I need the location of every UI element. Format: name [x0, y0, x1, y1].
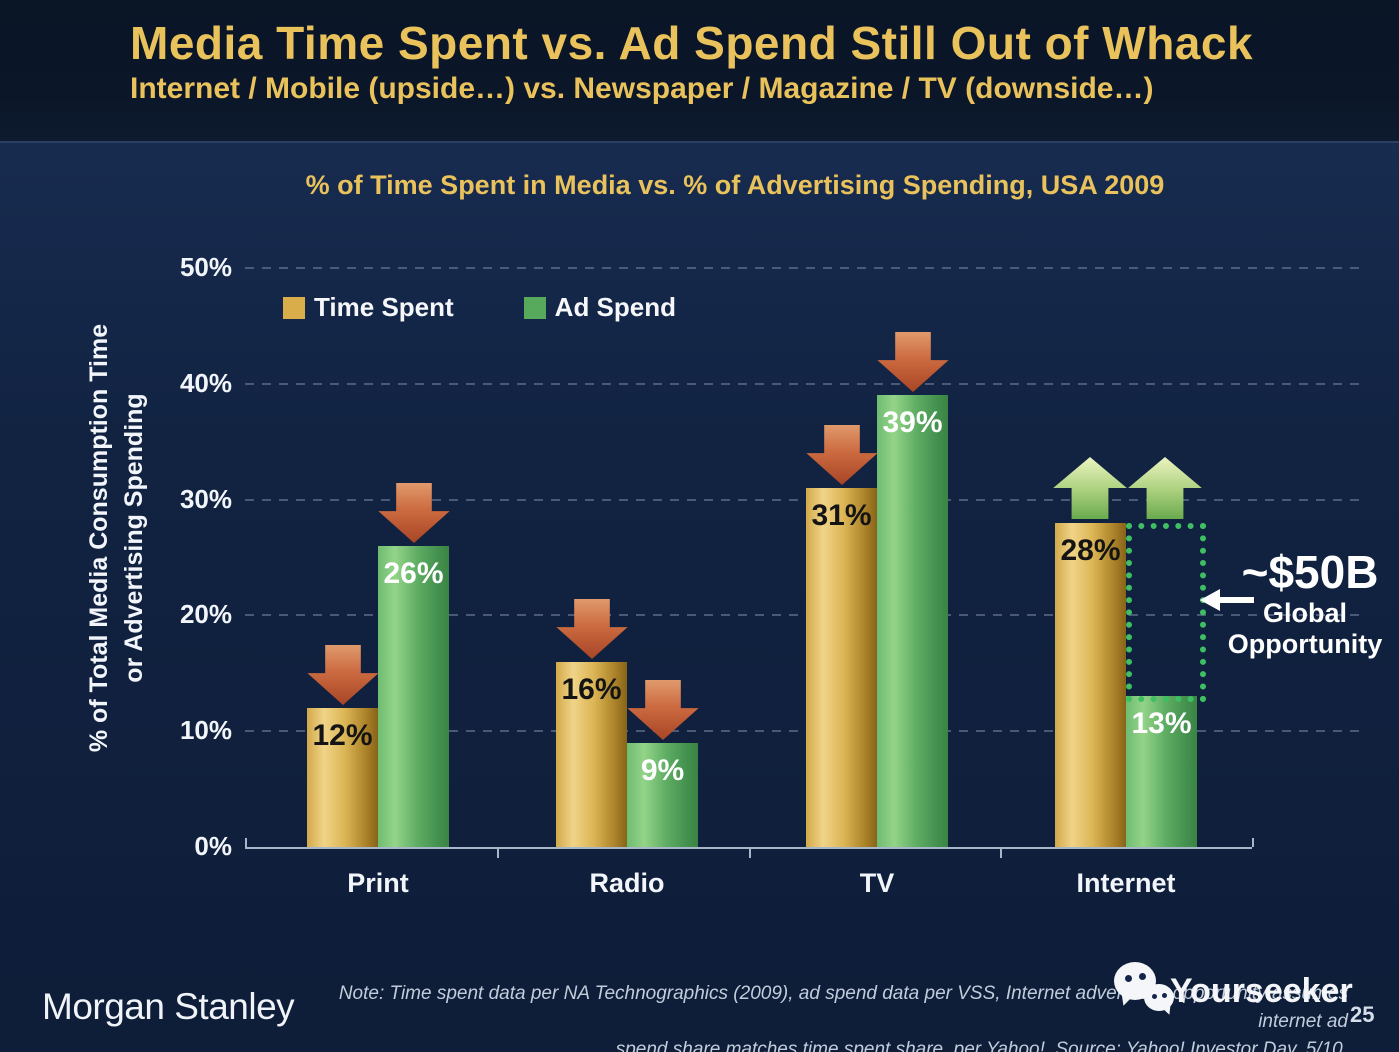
legend-swatch-time-spent: [283, 296, 305, 319]
x-axis-tick: [1000, 849, 1003, 858]
opportunity-subtext: Global Opportunity: [1215, 598, 1395, 660]
bar-value-label-time-spent-radio: 16%: [561, 672, 622, 706]
legend-swatch-ad-spend: [523, 296, 546, 319]
gridline: [245, 614, 1362, 617]
gridline: [245, 730, 1362, 733]
x-axis-category-label: Radio: [589, 868, 665, 898]
bar-time-spent-internet: [1055, 522, 1126, 847]
opportunity-headline: ~$50B: [1241, 546, 1379, 598]
y-axis-tick-label: 50%: [179, 252, 232, 282]
source-note-line1: Note: Time spent data per NA Technograph…: [338, 983, 1348, 1032]
watermark-text: Yourseeker: [1170, 972, 1353, 1010]
slide-title: Media Time Spent vs. Ad Spend Still Out …: [130, 17, 1254, 69]
bar-ad-spend-print: [378, 545, 449, 847]
opportunity-dotted-box: [1126, 522, 1206, 703]
trend-down-arrow-icon: [377, 482, 450, 543]
trend-down-arrow-icon: [306, 645, 379, 706]
trend-down-arrow-icon: [626, 679, 699, 740]
legend-label-ad-spend: Ad Spend: [554, 292, 677, 322]
bar-value-label-time-spent-print: 12%: [312, 719, 373, 753]
x-axis-line: [245, 847, 1252, 849]
bar-time-spent-radio: [556, 661, 627, 847]
gridline: [245, 267, 1362, 269]
opportunity-subtext-line1: Global: [1262, 598, 1347, 628]
x-axis-end-tick: [245, 838, 247, 847]
y-axis-tick-label: 20%: [179, 599, 232, 630]
y-axis-tick-label: 10%: [179, 715, 232, 746]
bar-value-label-time-spent-internet: 28%: [1060, 533, 1121, 567]
x-axis-category-label: Internet: [1076, 868, 1176, 898]
y-axis-tick-label: 30%: [179, 483, 232, 514]
annotation-left-arrow-icon: [1200, 589, 1254, 611]
chart-title: % of Time Spent in Media vs. % of Advert…: [305, 170, 1165, 200]
gridline: [245, 498, 1362, 501]
x-axis-tick: [748, 849, 751, 858]
morgan-stanley-logo: Morgan Stanley: [42, 986, 295, 1027]
header-band: [0, 0, 1399, 143]
bar-time-spent-tv: [806, 488, 877, 847]
bar-ad-spend-tv: [877, 395, 948, 847]
source-note-line2: spend share matches time spent share, pe…: [615, 1039, 1348, 1052]
legend-item-time-spent: Time Spent: [283, 292, 454, 323]
wechat-bubble-small-icon: [1144, 984, 1174, 1011]
watermark: Yourseeker: [1108, 960, 1358, 1030]
chart-legend: Time Spent Ad Spend: [283, 292, 676, 323]
y-axis-tick-label: 40%: [179, 367, 232, 398]
x-axis-tick: [496, 849, 499, 858]
y-axis-tick-label: 0%: [194, 831, 232, 861]
trend-down-arrow-icon: [805, 425, 878, 486]
page-number: 25: [1350, 1002, 1375, 1027]
bar-time-spent-print: [307, 708, 378, 847]
trend-up-arrow-icon: [1127, 456, 1202, 519]
bar-value-label-ad-spend-print: 26%: [383, 556, 444, 590]
x-axis-category-label: TV: [859, 868, 895, 898]
trend-down-arrow-icon: [876, 332, 949, 393]
bar-ad-spend-radio: [627, 742, 698, 847]
x-axis-category-label: Print: [347, 868, 409, 898]
trend-up-arrow-icon: [1052, 456, 1127, 519]
slide-subtitle: Internet / Mobile (upside…) vs. Newspape…: [130, 72, 1154, 105]
bar-ad-spend-internet: [1126, 696, 1197, 847]
legend-item-ad-spend: Ad Spend: [523, 292, 677, 323]
gridline: [245, 382, 1362, 385]
legend-label-time-spent: Time Spent: [314, 292, 454, 322]
source-note: Note: Time spent data per NA Technograph…: [320, 980, 1348, 1052]
bar-value-label-ad-spend-internet: 13%: [1131, 707, 1192, 741]
trend-down-arrow-icon: [555, 598, 628, 659]
bar-value-label-time-spent-tv: 31%: [811, 499, 872, 533]
bar-value-label-ad-spend-tv: 39%: [882, 406, 943, 440]
bar-value-label-ad-spend-radio: 9%: [640, 753, 685, 787]
x-axis-end-tick: [1252, 838, 1254, 847]
opportunity-subtext-line2: Opportunity: [1227, 629, 1383, 659]
